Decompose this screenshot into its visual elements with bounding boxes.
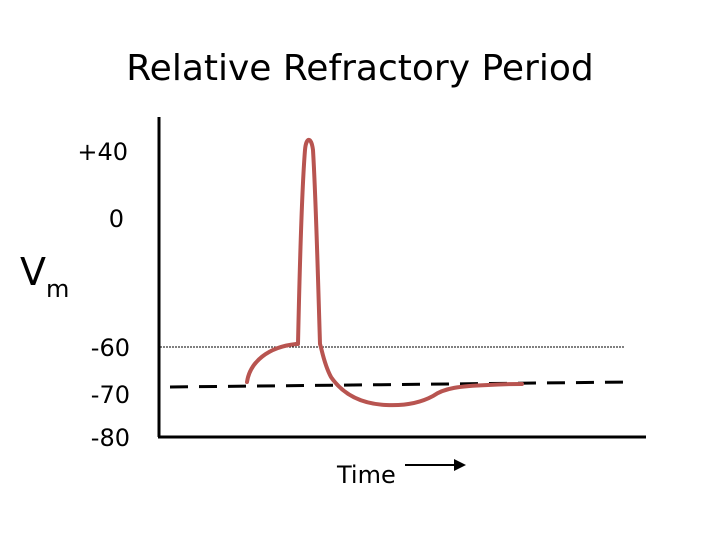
time-arrow-head [454,459,466,471]
action-potential-trace [245,137,524,408]
resting-potential-line [169,380,633,389]
diagram-title: Relative Refractory Period [126,48,593,89]
y-tick-0: 0 [109,205,124,233]
y-tick-minus70: -70 [91,381,130,409]
y-axis-label: Vm [20,250,69,303]
y-axis-label-subscript: m [46,275,69,303]
y-tick-plus40: +40 [77,138,128,166]
y-tick-minus60: -60 [91,334,130,362]
y-tick-minus80: -80 [91,424,130,452]
x-axis-label: Time [336,461,396,489]
y-axis-label-main: V [20,250,46,294]
